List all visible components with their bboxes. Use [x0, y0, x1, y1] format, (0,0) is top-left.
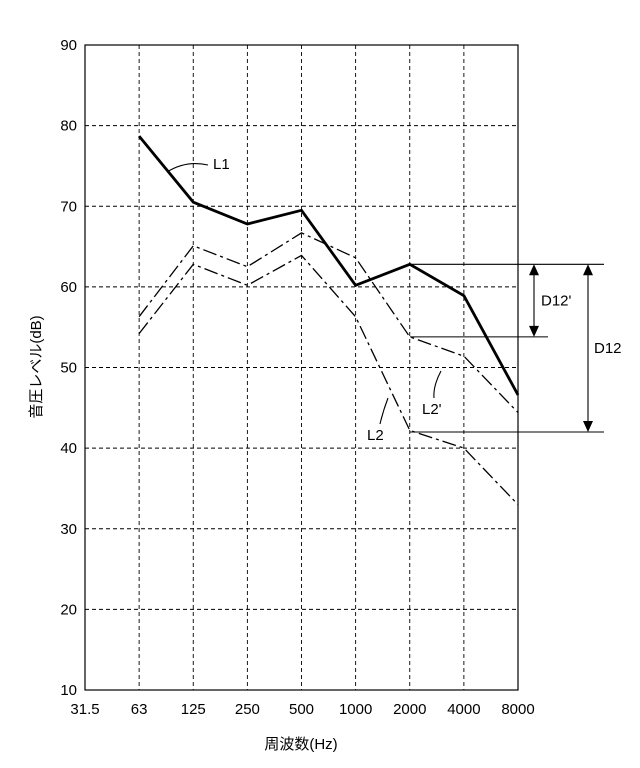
y-tick-label: 40 [60, 440, 77, 457]
series-line-l2 [138, 254, 519, 506]
annotations: L1 L2' L2 D12' D12 [166, 156, 622, 444]
y-tick-label: 10 [60, 682, 77, 699]
y-axis-title: 音圧レベル(dB) [28, 315, 45, 418]
x-tick-label: 31.5 [70, 701, 99, 718]
dimension-label-d12prime: D12' [541, 293, 572, 310]
series-lines [138, 135, 520, 506]
y-tick-labels: 10 20 30 40 50 60 70 80 90 [60, 37, 77, 699]
series-line-l1 [138, 135, 520, 396]
grid-lines [85, 45, 518, 690]
x-tick-label: 250 [235, 701, 260, 718]
x-tick-labels: 31.5 63 125 250 500 1000 2000 4000 8000 [70, 701, 534, 718]
x-tick-label: 125 [181, 701, 206, 718]
y-tick-label: 50 [60, 360, 77, 377]
series-line-l2 [138, 232, 519, 414]
x-tick-label: 1000 [339, 701, 372, 718]
y-tick-label: 20 [60, 601, 77, 618]
dimension-d12-arrow-arrowhead-top [583, 264, 593, 276]
dimension-d12prime-arrow-arrowhead-bottom [529, 325, 539, 337]
x-tick-label: 63 [131, 701, 148, 718]
series-label: L2 [367, 427, 384, 444]
y-tick-label: 90 [60, 37, 77, 54]
dimension-label-d12: D12 [594, 340, 622, 357]
dimension-d12prime-arrow-arrowhead-top [529, 264, 539, 276]
x-tick-label: 8000 [501, 701, 534, 718]
series-leader-line [166, 163, 209, 173]
plot-frame [84, 44, 519, 691]
y-tick-label: 60 [60, 279, 77, 296]
series-leader-line [379, 397, 389, 425]
series-label: L1 [213, 156, 230, 173]
series-leader-line [433, 370, 442, 399]
dimension-d12-arrow-arrowhead-bottom [583, 421, 593, 432]
x-tick-label: 500 [289, 701, 314, 718]
series-label: L2' [422, 401, 442, 418]
x-axis-title: 周波数(Hz) [264, 736, 337, 753]
x-tick-label: 2000 [393, 701, 426, 718]
y-tick-label: 30 [60, 521, 77, 538]
x-tick-label: 4000 [447, 701, 480, 718]
y-tick-label: 70 [60, 198, 77, 215]
y-tick-label: 80 [60, 118, 77, 135]
